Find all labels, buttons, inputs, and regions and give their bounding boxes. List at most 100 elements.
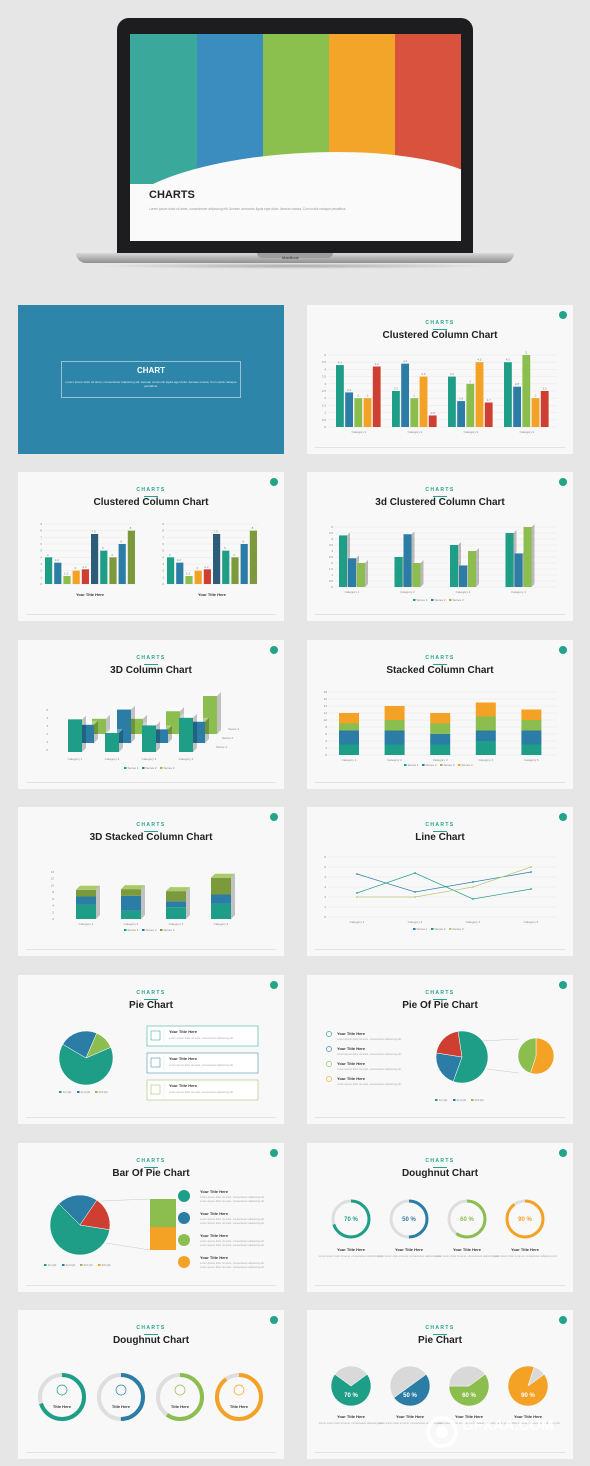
slide-8[interactable]: CHARTS Pie Chart 1st Qtr 2nd Qtr 3rd Qtr Your… xyxy=(18,975,284,1124)
slide-11[interactable]: CHARTS Doughnut Chart 70 % Your Title Here L… xyxy=(307,1143,573,1292)
pie-text: Lorem ipsum dolor sit amet, consectetuer… xyxy=(437,1421,502,1425)
data-label: 4 xyxy=(47,553,49,557)
line-point xyxy=(356,892,358,894)
bar-side xyxy=(420,560,424,587)
bar xyxy=(203,696,217,734)
bar-segment xyxy=(150,1199,176,1227)
bar xyxy=(428,415,437,427)
ring-caption: Title Here xyxy=(53,1404,72,1409)
y-tick-label: 18 xyxy=(324,690,328,694)
bar xyxy=(109,557,117,584)
slide-1[interactable]: CHARTS Clustered Column Chart 0 0.5 1 1.5 2 2.5… xyxy=(307,305,573,454)
tag-underline xyxy=(433,1334,447,1335)
series-line xyxy=(356,872,532,900)
data-label: 4 xyxy=(233,553,235,557)
pie-slice xyxy=(436,1031,463,1058)
bar xyxy=(468,551,476,587)
slide-section[interactable]: CHART Lorem ipsum dolor sit amet, consec… xyxy=(18,305,284,454)
list-item-text: Lorem ipsum dolor sit amet, consectetuer… xyxy=(200,1265,265,1269)
slide-number-badge xyxy=(270,981,278,989)
data-label: 5 xyxy=(102,546,104,550)
legend-entry: Series 1 xyxy=(417,927,428,931)
slide-3[interactable]: CHARTS 3d Clustered Column Chart 0 0.5 1 1.5 2… xyxy=(307,472,573,621)
tag-underline xyxy=(144,496,158,497)
slide-footer-line xyxy=(26,949,276,950)
legend-swatch xyxy=(142,929,145,931)
bar-segment xyxy=(430,744,451,755)
category-label: Category 1 xyxy=(342,758,357,762)
slide-title: 3D Column Chart xyxy=(110,665,192,676)
slide-13[interactable]: CHARTS Pie Chart 70 % Your Title Here Lorem … xyxy=(307,1310,573,1459)
slide-7[interactable]: CHARTS Line Chart 0 1 2 3 4 5 6 Category 1 Categor… xyxy=(307,807,573,956)
data-label: 7.5 xyxy=(92,530,97,534)
y-tick-label: 1.5 xyxy=(322,403,327,407)
slide-footer-line xyxy=(315,1117,565,1118)
legend-swatch xyxy=(413,599,416,601)
y-tick-label: 14 xyxy=(51,870,55,874)
ring-progress xyxy=(389,1199,429,1239)
data-label: 2 xyxy=(74,566,76,570)
slide-10[interactable]: CHARTS Bar Of Pie Chart 1st Qtr 2nd Qtr 3rd … xyxy=(18,1143,284,1292)
bar-top xyxy=(142,721,160,726)
bar-top xyxy=(154,725,172,730)
bar xyxy=(167,557,175,584)
y-tick-label: 4 xyxy=(46,716,48,720)
y-tick-label: 2 xyxy=(40,569,42,573)
bar-segment xyxy=(430,734,451,745)
y-tick-label: 3 xyxy=(324,382,326,386)
bar-segment xyxy=(339,723,359,731)
ring-caption: Your Title Here xyxy=(395,1247,424,1252)
slide-5[interactable]: CHARTS Stacked Column Chart 0 2 4 6 8 10 12 14 16 1… xyxy=(307,640,573,789)
bar-segment xyxy=(521,744,542,755)
category-label: Category 2 xyxy=(408,430,423,434)
slide-tag: CHARTS xyxy=(425,655,455,661)
legend-swatch xyxy=(44,1264,47,1266)
data-label: 1.2 xyxy=(64,572,69,576)
bar xyxy=(410,398,419,427)
bar-top xyxy=(166,707,184,712)
y-tick-label: 4 xyxy=(52,904,54,908)
list-item-text: Lorem ipsum dolor sit amet, consectetuer… xyxy=(169,1090,234,1094)
bar-side xyxy=(141,885,145,896)
ring-progress xyxy=(215,1373,263,1421)
bar-top xyxy=(403,531,415,535)
legend-entry: Series 2 xyxy=(435,598,446,602)
line-point xyxy=(356,896,358,898)
list-item-text: Lorem ipsum dolor sit amet, consectetuer… xyxy=(337,1082,402,1086)
slide-number-badge xyxy=(270,1149,278,1157)
slide-9[interactable]: CHARTS Pie Of Pie Chart Your Title Here Lor… xyxy=(307,975,573,1124)
bar-side xyxy=(96,900,100,919)
bar-segment xyxy=(475,730,496,741)
pie-slice xyxy=(58,1194,98,1226)
bar xyxy=(80,724,94,743)
list-card xyxy=(146,1025,259,1047)
slide-6[interactable]: CHARTS 3D Stacked Column Chart 0 2 4 6 8 10 12 14… xyxy=(18,807,284,956)
y-tick-label: 2 xyxy=(162,569,164,573)
ring-percentage: 90 % xyxy=(518,1217,532,1223)
data-label: 4 xyxy=(169,553,171,557)
list-item-text: Lorem ipsum dolor sit amet, consectetuer… xyxy=(169,1036,234,1040)
y-tick-label: 1 xyxy=(324,905,326,909)
slide-footer-line xyxy=(315,1452,565,1453)
legend-entry: 4th Qtr xyxy=(102,1263,111,1267)
slide-2[interactable]: CHARTS Clustered Column Chart 0 1 2 3 4 5 6 7 8 9 4 3… xyxy=(18,472,284,621)
pie-text: Lorem ipsum dolor sit amet, consectetuer… xyxy=(378,1421,443,1425)
legend-swatch xyxy=(160,929,163,931)
slide-4[interactable]: CHARTS 3D Column Chart 0 1 2 3 4 5 Category 1 Cat… xyxy=(18,640,284,789)
bar xyxy=(484,402,493,427)
slide-chart: 0 1 2 3 4 5 6 Category 1 Category 2 Category 3 Cat… xyxy=(324,855,557,931)
y-tick-label: 1 xyxy=(324,411,326,415)
slide-12[interactable]: CHARTS Doughnut Chart Title Here Title Here… xyxy=(18,1310,284,1459)
category-label: Category 4 xyxy=(179,757,194,761)
category-label: Category 3 xyxy=(433,758,448,762)
bar xyxy=(176,562,184,584)
data-label: 2 xyxy=(413,394,415,398)
legend-swatch xyxy=(95,1091,98,1093)
bar-side xyxy=(186,897,190,908)
legend-entry: Series 1 xyxy=(128,766,139,770)
legend-entry: 3rd Qtr xyxy=(99,1090,108,1094)
tag-underline xyxy=(433,831,447,832)
slide-footer-line xyxy=(315,447,565,448)
line-point xyxy=(356,873,358,875)
pie-slice xyxy=(527,1366,545,1387)
